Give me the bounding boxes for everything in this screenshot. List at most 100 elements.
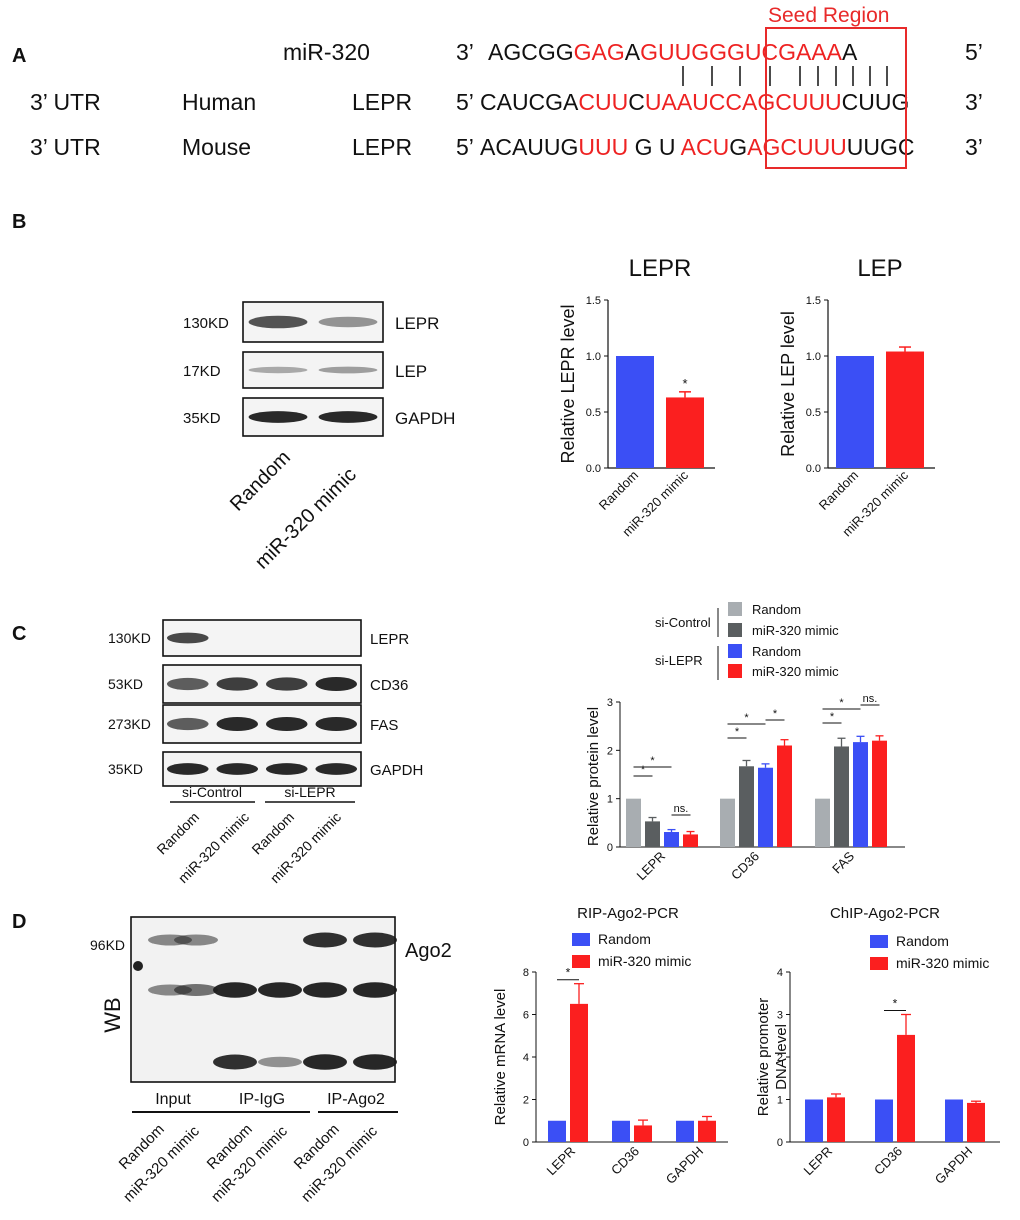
band-name-label: LEPR (370, 631, 409, 648)
bar (872, 740, 887, 847)
molecular-weight-label: 130KD (183, 315, 229, 332)
panel-letter-d: D (12, 911, 26, 933)
blot-band (213, 982, 257, 998)
significance-label: * (744, 712, 749, 724)
mir-prime-left: 3’ (456, 39, 474, 65)
mouse-prime-right: 3’ (965, 134, 983, 160)
sequence-segment: AGCGG (488, 39, 574, 65)
x-tick-label: CD36 (728, 849, 762, 883)
blot-band (303, 982, 347, 998)
y-tick-label: 4 (777, 967, 783, 979)
mouse-sequence: ACAUUGUUU G U ACUGAGCUUUUUGC (480, 134, 915, 160)
bar (815, 798, 830, 847)
blot-strip (242, 351, 384, 389)
bar (634, 1125, 652, 1142)
blot-band (315, 676, 358, 692)
lane-label: Random (226, 447, 295, 516)
molecular-weight-label: 130KD (108, 630, 151, 646)
bar (777, 745, 792, 847)
blot-band (166, 763, 209, 775)
x-tick-label: GAPDH (663, 1144, 706, 1187)
bar (683, 834, 698, 847)
y-tick-label: 0.5 (586, 407, 601, 419)
utr-label-human: 3’ UTR (30, 89, 101, 115)
legend-label: miR-320 mimic (752, 623, 839, 638)
seed-region-label: Seed Region (768, 4, 889, 27)
x-tick-label: LEPR (633, 849, 668, 884)
molecular-weight-label: 17KD (183, 363, 221, 380)
lane-label: Random (248, 809, 297, 858)
blot-band (166, 717, 209, 731)
x-tick-label: CD36 (608, 1144, 642, 1178)
y-tick-label: 0.0 (806, 463, 821, 475)
y-tick-label: 0 (777, 1137, 783, 1149)
x-tick-label: LEPR (800, 1144, 835, 1179)
human-sequence: CAUCGACUUCUAAUCCAGCUUUCUUG (480, 89, 909, 115)
significance-label: ns. (863, 693, 878, 705)
sequence-segment: A (681, 134, 697, 160)
bar (853, 742, 868, 847)
blot-band (258, 1056, 302, 1068)
band-name-label: FAS (370, 717, 398, 734)
bar (612, 1120, 630, 1142)
blot-band (265, 716, 308, 732)
y-axis-label: Relative LEP level (778, 311, 798, 457)
sequence-segment: G (729, 134, 747, 160)
y-tick-label: 4 (523, 1052, 529, 1064)
blot-band (265, 763, 308, 775)
molecular-weight-label: 35KD (108, 761, 143, 777)
bar (897, 1034, 915, 1142)
legend-swatch (728, 644, 742, 658)
blot-band (353, 932, 397, 948)
bar (875, 1099, 893, 1142)
sequence-segment: UUU (578, 134, 628, 160)
significance-label: * (641, 764, 646, 776)
band-name-label: LEP (395, 362, 427, 381)
y-tick-label: 2 (777, 1052, 783, 1064)
bar (945, 1099, 963, 1142)
blot-band (248, 366, 308, 374)
panel-c: 130KD LEPR 53KD CD36 273KD FAS 35KD GAPDH si-Con… (108, 602, 905, 886)
y-tick-label: 6 (523, 1010, 529, 1022)
legend-swatch (572, 933, 590, 946)
blot-band (303, 1054, 347, 1070)
sequence-segment: UAAUC (645, 89, 726, 115)
significance-star: * (682, 376, 687, 391)
bar (548, 1120, 566, 1142)
legend-label: Random (598, 931, 651, 947)
blot-band (216, 677, 259, 691)
gene-mouse: LEPR (352, 134, 412, 160)
y-tick-label: 1.0 (806, 351, 821, 363)
y-axis-label: Relative LEPR level (558, 304, 578, 463)
legend-group-label: si-LEPR (655, 653, 703, 668)
y-tick-label: 8 (523, 967, 529, 979)
sequence-segment: CUU (578, 89, 628, 115)
blot-axis-label: WB (100, 997, 125, 1032)
x-tick-label: Random (816, 468, 861, 513)
blot-band (174, 984, 218, 996)
bar (664, 832, 679, 847)
group-label: IP-Ago2 (327, 1091, 385, 1108)
sequence-segment: A (842, 39, 858, 65)
sequence-segment: GUCGAAA (727, 39, 843, 65)
sequence-segment: GAG (574, 39, 625, 65)
mir-name: miR-320 (283, 39, 370, 65)
band-name-label: CD36 (370, 677, 408, 694)
panel-a: miR-320 3’ AGCGGGAGAGUUGGGUCGAAAA 5’3’ UTR H… (30, 4, 983, 169)
y-axis-label: Relative mRNA level (492, 989, 509, 1126)
blot-band (133, 961, 143, 971)
blot-band (174, 934, 218, 946)
bar-chart-protein-level: Relative protein level 0 1 2 3 LEPR CD36 FAS * * n… (585, 693, 905, 883)
species-human: Human (182, 89, 256, 115)
group-label: IP-IgG (239, 1091, 285, 1108)
group-label: Input (155, 1091, 191, 1108)
bar (570, 1003, 588, 1142)
y-tick-label: 0 (523, 1137, 529, 1149)
blot-band (353, 982, 397, 998)
bar (836, 356, 874, 468)
blot-band (248, 411, 308, 423)
significance-star: * (566, 966, 571, 980)
human-prime-left: 5’ (456, 89, 474, 115)
